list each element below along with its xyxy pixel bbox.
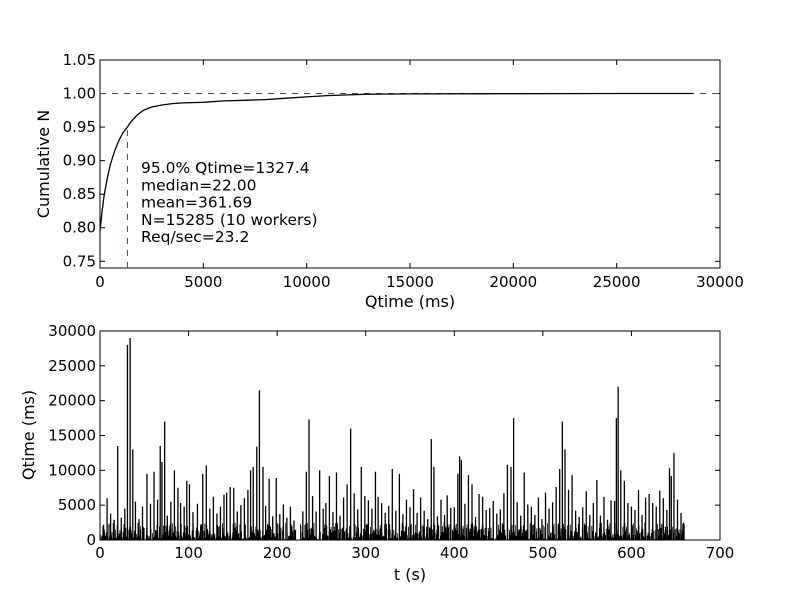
cdf-x-tick-label: 10000 (283, 273, 331, 291)
qtime-y-tick-label: 10000 (48, 461, 96, 479)
qtime-chart: 0 100 200 300 400 500 600 700 0 5000 10000 15000 200… (19, 322, 734, 584)
qtime-x-tick-label: 400 (440, 544, 469, 562)
qtime-y-tick-label: 20000 (48, 392, 96, 410)
qtime-data (99, 337, 685, 540)
cdf-x-tick-label: 0 (95, 273, 105, 291)
cdf-series-line (99, 92, 694, 232)
cdf-x-tick-label: 25000 (593, 273, 641, 291)
cdf-annotation-line: 95.0% Qtime=1327.4 (141, 159, 310, 177)
cdf-annotations: 95.0% Qtime=1327.4median=22.00mean=361.6… (141, 159, 318, 246)
qtime-x-tick-label: 700 (706, 544, 735, 562)
qtime-y-tick-label: 5000 (58, 496, 96, 514)
qtime-ticks (99, 330, 721, 541)
qtime-y-tick-label: 15000 (48, 427, 96, 445)
cdf-y-tick-label: 0.85 (63, 185, 96, 203)
cdf-y-axis-label: Cumulative N (34, 110, 53, 218)
cdf-annotation-line: Req/sec=23.2 (141, 228, 249, 246)
cdf-y-tick-label: 0.90 (63, 152, 96, 170)
cdf-y-tick-label: 1.00 (63, 85, 96, 103)
cdf-x-axis-label: Qtime (ms) (365, 292, 455, 311)
cdf-chart: 0 5000 10000 15000 20000 25000 30000 0.75 0.80 0.… (34, 51, 744, 311)
qtime-y-tick-label: 25000 (48, 357, 96, 375)
qtime-x-tick-label: 300 (351, 544, 380, 562)
cdf-data (99, 92, 720, 268)
cdf-y-tick-label: 0.80 (63, 219, 96, 237)
cdf-annotation-line: N=15285 (10 workers) (141, 211, 318, 229)
qtime-x-tick-label: 100 (174, 544, 203, 562)
cdf-x-tick-label: 30000 (696, 273, 744, 291)
cdf-x-tick-label: 20000 (489, 273, 537, 291)
qtime-tick-labels: 0 100 200 300 400 500 600 700 0 5000 10000 15000 200… (48, 322, 734, 562)
qtime-x-tick-label: 500 (529, 544, 558, 562)
cdf-y-tick-label: 0.95 (63, 118, 96, 136)
qtime-y-tick-label: 30000 (48, 322, 96, 340)
cdf-y-tick-label: 0.75 (63, 252, 96, 270)
cdf-x-tick-label: 15000 (386, 273, 434, 291)
cdf-tick-labels: 0 5000 10000 15000 20000 25000 30000 0.75 0.80 0.… (63, 51, 744, 291)
cdf-annotation-line: median=22.00 (141, 176, 256, 194)
cdf-y-tick-label: 1.05 (63, 51, 96, 69)
qtime-x-tick-label: 0 (95, 544, 105, 562)
cdf-annotation-line: mean=361.69 (141, 194, 252, 212)
qtime-y-tick-label: 0 (86, 531, 96, 549)
cdf-x-tick-label: 5000 (184, 273, 222, 291)
qtime-y-axis-label: Qtime (ms) (19, 390, 38, 480)
qtime-x-tick-label: 200 (263, 544, 292, 562)
cdf-plot-area (99, 59, 721, 269)
qtime-x-axis-label: t (s) (394, 565, 426, 584)
qtime-x-tick-label: 600 (617, 544, 646, 562)
